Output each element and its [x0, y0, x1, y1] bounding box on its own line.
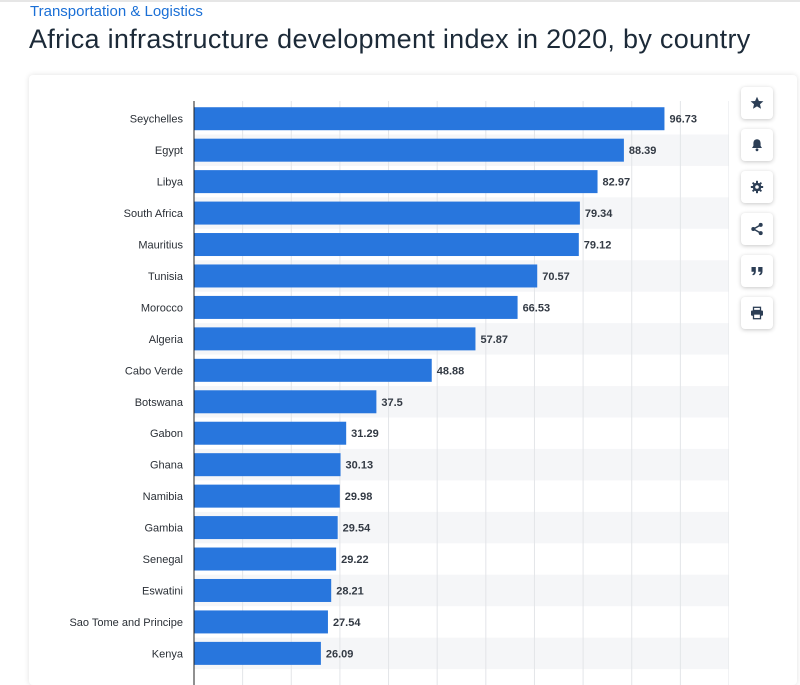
category-label: Morocco [141, 302, 183, 314]
bar [194, 547, 337, 571]
value-label: 48.88 [437, 365, 465, 377]
category-label: Cabo Verde [125, 365, 183, 377]
value-label: 31.29 [351, 428, 379, 440]
bar [194, 390, 377, 414]
bar [194, 641, 321, 665]
settings-button[interactable] [741, 171, 773, 203]
category-label: Eswatini [142, 585, 183, 597]
value-label: 57.87 [480, 334, 508, 346]
bar [194, 138, 624, 162]
category-label: Sao Tome and Principe [69, 617, 183, 629]
value-label: 66.53 [523, 302, 551, 314]
notification-button[interactable] [741, 129, 773, 161]
category-label: Gabon [150, 428, 183, 440]
top-frame-line [0, 0, 800, 2]
bar [194, 170, 598, 194]
category-label: Egypt [155, 145, 183, 157]
bar [194, 578, 332, 602]
bar [194, 453, 341, 477]
bar [194, 358, 432, 382]
category-label: Mauritius [138, 240, 183, 252]
bar [194, 107, 665, 131]
category-label: South Africa [124, 208, 184, 220]
value-label: 96.73 [669, 114, 697, 126]
bar [194, 295, 518, 319]
value-label: 37.5 [381, 397, 402, 409]
bar [194, 264, 538, 288]
bar [194, 516, 338, 540]
value-label: 70.57 [542, 271, 570, 283]
category-link[interactable]: Transportation & Logistics [30, 3, 203, 20]
value-label: 79.34 [585, 208, 613, 220]
quote-icon [751, 267, 763, 276]
bell-icon [752, 139, 762, 152]
page-title: Africa infrastructure development index … [29, 24, 751, 54]
bar [194, 421, 347, 445]
category-label: Botswana [135, 397, 184, 409]
value-label: 27.54 [333, 617, 361, 629]
value-label: 28.21 [336, 585, 364, 597]
value-label: 82.97 [603, 177, 631, 189]
category-label: Ghana [150, 460, 184, 472]
favorite-button[interactable] [741, 87, 773, 119]
value-label: 26.09 [326, 648, 354, 660]
chart-card: Seychelles 96.73 Egypt 88.39 Libya 82.97 South… [29, 75, 797, 685]
share-icon [751, 222, 763, 236]
category-label: Libya [157, 177, 184, 189]
category-label: Algeria [149, 334, 184, 346]
bar [194, 484, 340, 508]
bar [194, 610, 328, 634]
value-label: 29.22 [341, 554, 369, 566]
cite-button[interactable] [741, 255, 773, 287]
bar [194, 327, 476, 351]
bar [194, 233, 579, 257]
bar-chart: Seychelles 96.73 Egypt 88.39 Libya 82.97 South… [69, 101, 729, 685]
value-label: 29.98 [345, 491, 373, 503]
star-icon [750, 96, 764, 109]
value-label: 88.39 [629, 145, 657, 157]
bar [194, 201, 580, 225]
value-label: 79.12 [584, 240, 612, 252]
value-label: 30.13 [346, 460, 374, 472]
share-button[interactable] [741, 213, 773, 245]
category-label: Kenya [152, 648, 184, 660]
print-icon [751, 306, 763, 320]
category-label: Seychelles [130, 114, 184, 126]
category-label: Tunisia [148, 271, 184, 283]
value-label: 29.54 [343, 523, 371, 535]
gear-icon [750, 180, 764, 194]
category-label: Senegal [143, 554, 183, 566]
print-button[interactable] [741, 297, 773, 329]
category-label: Namibia [143, 491, 184, 503]
category-label: Gambia [144, 523, 183, 535]
